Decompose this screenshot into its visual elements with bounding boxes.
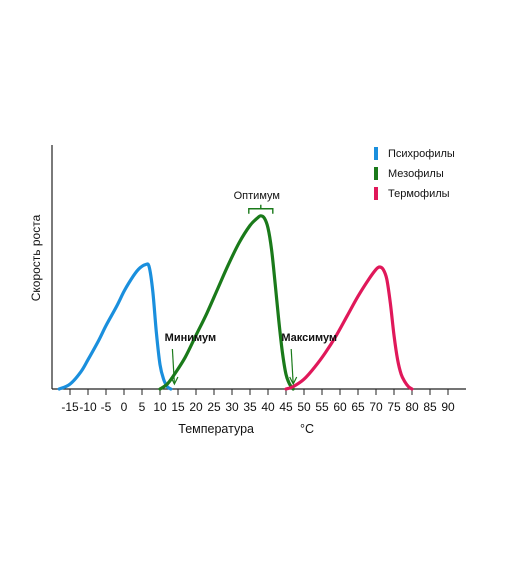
annotation-label: Оптимум [234,190,280,202]
annotation-label: Минимум [165,332,216,344]
x-tick-label: 15 [171,400,185,414]
annotation-arrowhead [289,376,298,386]
x-tick-label: -10 [79,400,97,414]
annotation-layer: Минимум Оптимум Максимум [165,190,337,386]
x-tick-label: 65 [351,400,365,414]
x-tick-label: -5 [101,400,112,414]
x-tick-label: 30 [225,400,239,414]
legend: Психрофилы Мезофилы Термофилы [374,147,455,200]
annotation-label: Максимум [281,332,337,344]
x-axis-label: Температура [178,422,254,436]
x-tick-label: 60 [333,400,347,414]
x-tick-label: 5 [139,400,146,414]
x-axis-unit: °C [300,422,314,436]
legend-swatch [374,187,378,200]
legend-label: Мезофилы [388,168,444,180]
x-tick-label: 85 [423,400,437,414]
annotation-arrowhead [170,376,179,386]
x-tick-label: 20 [189,400,203,414]
series-line-2 [158,214,295,391]
x-tick-label: 55 [315,400,329,414]
series-line-3 [284,265,414,391]
x-tick-label: 70 [369,400,383,414]
legend-label: Психрофилы [388,148,455,160]
x-tick-label: -15 [61,400,79,414]
x-tick-label: 45 [279,400,293,414]
x-tick-label: 40 [261,400,275,414]
x-ticks: -15 -10 -5 0 5 10 15 20 25 30 35 40 45 50 55 60 65 70 75 80… [61,389,455,414]
series-line-1 [57,262,173,391]
x-tick-label: 0 [121,400,128,414]
axes [51,145,466,390]
x-tick-label: 90 [441,400,455,414]
optimum-bracket [248,204,274,214]
x-tick-label: 80 [405,400,419,414]
x-tick-label: 75 [387,400,401,414]
x-tick-label: 25 [207,400,221,414]
legend-swatch [374,167,378,180]
annotation-arrow [171,348,175,385]
x-tick-label: 35 [243,400,257,414]
x-tick-label: 10 [153,400,167,414]
annotation-arrow [290,348,294,385]
legend-label: Термофилы [388,188,450,200]
y-axis-label: Скорость роста [29,214,43,301]
x-tick-label: 50 [297,400,311,414]
legend-swatch [374,147,378,160]
series-layer [57,214,414,391]
